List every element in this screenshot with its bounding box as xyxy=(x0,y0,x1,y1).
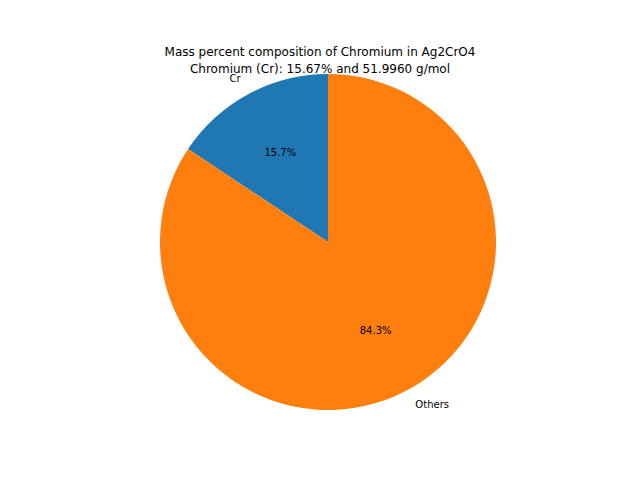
background xyxy=(0,0,640,480)
slice-label: Cr xyxy=(230,73,242,84)
slice-label: Others xyxy=(415,399,449,410)
title: Mass percent composition of Chromium in … xyxy=(165,45,476,59)
pie xyxy=(160,74,496,410)
data-label: 84.3% xyxy=(360,325,392,336)
chart: Mass percent composition of Chromium in … xyxy=(0,0,640,480)
data-label: 15.7% xyxy=(264,147,296,158)
pie-slice xyxy=(160,74,496,410)
